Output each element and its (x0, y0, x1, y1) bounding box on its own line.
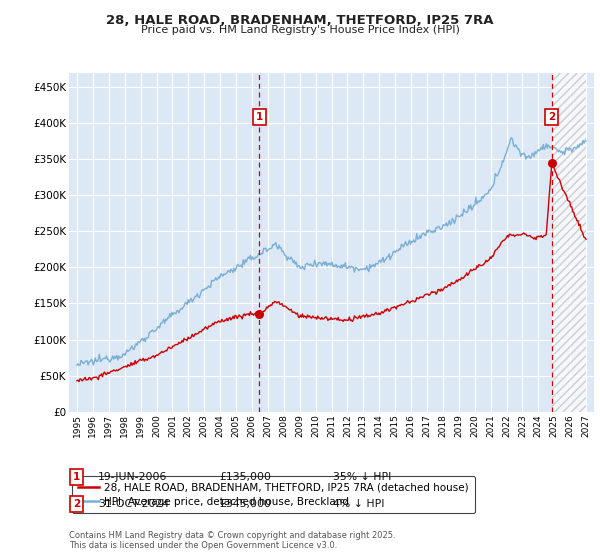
Text: 19-JUN-2006: 19-JUN-2006 (98, 472, 167, 482)
Text: 4% ↓ HPI: 4% ↓ HPI (333, 499, 385, 509)
Text: Price paid vs. HM Land Registry's House Price Index (HPI): Price paid vs. HM Land Registry's House … (140, 25, 460, 35)
Text: 2: 2 (73, 499, 80, 509)
Text: 28, HALE ROAD, BRADENHAM, THETFORD, IP25 7RA: 28, HALE ROAD, BRADENHAM, THETFORD, IP25… (106, 14, 494, 27)
Text: 31-OCT-2024: 31-OCT-2024 (98, 499, 169, 509)
Text: 2: 2 (548, 112, 556, 122)
Text: 1: 1 (256, 112, 263, 122)
Text: 1: 1 (73, 472, 80, 482)
Text: £345,000: £345,000 (219, 499, 271, 509)
Text: Contains HM Land Registry data © Crown copyright and database right 2025.
This d: Contains HM Land Registry data © Crown c… (69, 530, 395, 550)
Legend: 28, HALE ROAD, BRADENHAM, THETFORD, IP25 7RA (detached house), HPI: Average pric: 28, HALE ROAD, BRADENHAM, THETFORD, IP25… (71, 476, 475, 513)
Text: £135,000: £135,000 (219, 472, 271, 482)
Text: 35% ↓ HPI: 35% ↓ HPI (333, 472, 391, 482)
